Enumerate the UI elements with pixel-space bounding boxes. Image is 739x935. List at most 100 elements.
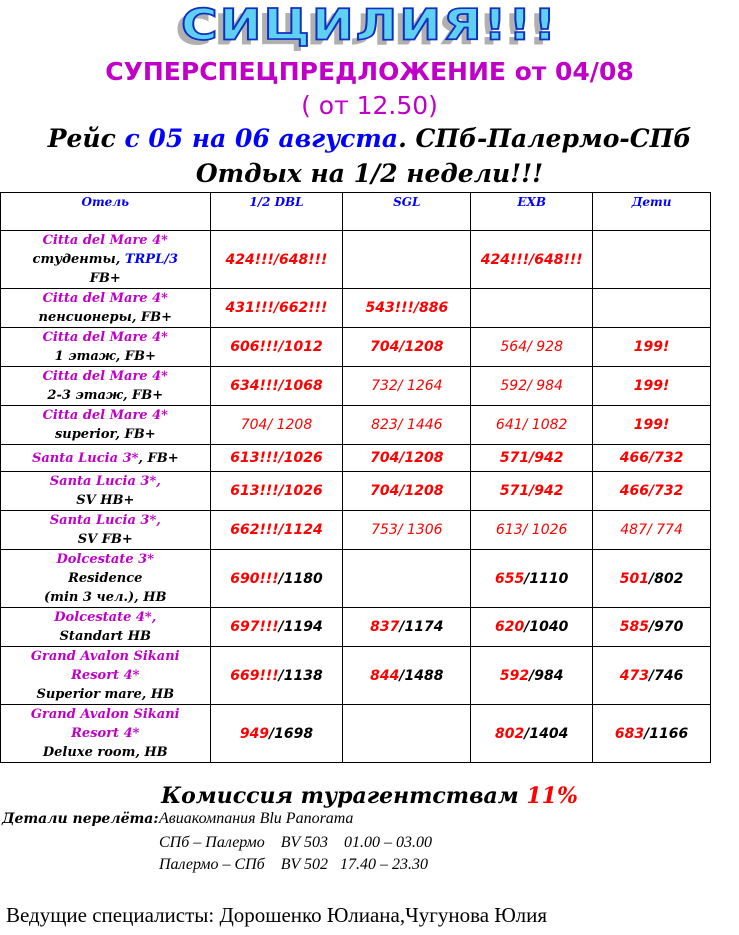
table-header-row: Отель 1/2 DBL SGL EXB Дети	[0, 192, 711, 231]
price-cell: 501/802	[592, 549, 711, 608]
price-cell: 634!!!/1068	[209, 366, 344, 406]
price-cell: 466/732	[592, 471, 711, 511]
hotel-text: Citta del Mare 4*	[42, 330, 168, 345]
hotel-line: Grand Avalon Sikani	[1, 705, 210, 724]
price-red: 823/ 1446	[371, 417, 443, 433]
hotel-line: 1 этаж, FB+	[1, 347, 210, 366]
hotel-line: SV HB+	[1, 491, 210, 510]
price-red: 704/1208	[370, 339, 444, 355]
price-cell	[592, 288, 711, 328]
price-red: 487/ 774	[620, 522, 683, 538]
price-cell: 424!!!/648!!!	[470, 230, 594, 289]
hotel-line: Citta del Mare 4*	[1, 367, 210, 386]
table-row: Citta del Mare 4* 1 этаж, FB+ 606!!!/1012 7…	[0, 327, 711, 367]
hotel-cell: Citta del Mare 4* студенты, TRPL/3 FB+	[0, 230, 211, 289]
price-red: 802	[495, 725, 525, 742]
hotel-text: Superior mare, HB	[36, 687, 175, 702]
hotel-cell: Santa Lucia 3*, FB+	[0, 444, 211, 472]
price-cell: 690!!!/1180	[209, 549, 344, 608]
hotel-line: Resort 4*	[1, 724, 210, 743]
price-red: 634!!!/1068	[230, 378, 323, 394]
flight-prefix: Рейс	[47, 124, 125, 153]
price-red: 697!!!	[230, 619, 279, 635]
hotel-cell: Citta del Mare 4* пенсионеры, FB+	[0, 288, 211, 328]
hotel-line: Santa Lucia 3*, FB+	[1, 449, 210, 468]
price-cell: 613!!!/1026	[209, 471, 344, 511]
flight-heading: Рейс с 05 на 06 августа. СПб-Палермо-СПб	[0, 124, 739, 153]
commission-value: 11%	[526, 783, 578, 809]
hotel-text: пенсионеры, FB+	[38, 310, 172, 325]
price-table: Отель 1/2 DBL SGL EXB Дети Citta del Mar…	[0, 192, 711, 763]
hotel-text: Residence	[68, 571, 143, 586]
hotel-text: (min 3 чел.), HB	[44, 590, 167, 605]
price-red: 732/ 1264	[371, 378, 443, 394]
price-black: /802	[649, 570, 684, 587]
price-cell: 613!!!/1026	[209, 444, 344, 472]
price-cell: 669!!!/1138	[209, 646, 344, 705]
hotel-line: пенсионеры, FB+	[1, 308, 210, 327]
price-cell: 592/984	[470, 646, 594, 705]
price-red: 592/ 984	[500, 378, 563, 394]
price-red: 613/ 1026	[495, 522, 568, 538]
hotel-line: superior, FB+	[1, 425, 210, 444]
agency-commission: Комиссия турагентствам 11%	[0, 783, 739, 809]
price-red: 585	[619, 619, 650, 635]
hotel-text: Deluxe room, HB	[42, 745, 168, 760]
price-red: 844	[370, 667, 400, 684]
hotel-cell: Santa Lucia 3*, SV HB+	[0, 471, 211, 511]
lead-specialists: Ведущие специалисты: Дорошенко Юлиана,Чу…	[6, 903, 547, 927]
price-black: /1180	[278, 570, 323, 587]
price-cell: 431!!!/662!!!	[209, 288, 344, 328]
price-red: 949	[239, 725, 270, 742]
price-black: /970	[649, 619, 684, 635]
price-cell	[342, 704, 472, 763]
column-header-sgl: SGL	[342, 192, 472, 231]
price-red: 606!!!/1012	[230, 339, 323, 355]
table-row: Dolcestate 3* Residence (min 3 чел.), HB 69…	[0, 549, 711, 608]
price-cell	[342, 549, 472, 608]
price-red: 431!!!/662!!!	[225, 300, 328, 316]
flight-dates: с 05 на 06 августа	[124, 124, 399, 153]
price-red: 613!!!/1026	[230, 450, 323, 466]
price-red: 571/942	[499, 450, 564, 466]
hotel-text: , FB+	[138, 450, 179, 466]
price-cell: 473/746	[592, 646, 711, 705]
column-header-exb: EXB	[470, 192, 594, 231]
hotel-line: Superior mare, HB	[1, 685, 210, 704]
price-cell: 732/ 1264	[342, 366, 472, 406]
price-cell	[592, 230, 711, 289]
price-black: /1404	[524, 725, 569, 742]
price-red: 669!!!	[230, 667, 279, 684]
column-header-hotel: Отель	[0, 192, 211, 231]
table-row: Grand Avalon Sikani Resort 4* Deluxe room,…	[0, 704, 711, 763]
hotel-line: FB+	[1, 269, 210, 288]
price-black: /1040	[524, 619, 569, 635]
price-red: 543!!!/886	[365, 300, 449, 316]
price-red: 564/ 928	[500, 339, 563, 355]
offer-heading: СУПЕРСПЕЦПРЕДЛОЖЕНИЕ от 04/08	[105, 57, 634, 86]
table-row: Santa Lucia 3*, FB+ 613!!!/1026 704/1208 57…	[0, 444, 711, 472]
hotel-text: Resort 4*	[71, 668, 140, 683]
hotel-line: Dolcestate 4*,	[1, 608, 210, 627]
price-red: 690!!!	[230, 570, 279, 587]
price-cell: 753/ 1306	[342, 510, 472, 550]
price-cell: 606!!!/1012	[209, 327, 344, 367]
hotel-line: Citta del Mare 4*	[1, 406, 210, 425]
price-red: 753/ 1306	[371, 522, 443, 538]
hotel-text: TRPL/3	[124, 252, 178, 267]
price-red: 592	[499, 667, 530, 684]
price-red: 613!!!/1026	[230, 483, 323, 499]
price-red: 466/732	[619, 450, 684, 466]
price-black: /984	[529, 667, 564, 684]
price-red: 704/1208	[370, 450, 444, 466]
outbound-flight: СПб – Палермо BV 503 01.00 – 03.00	[159, 834, 432, 851]
hotel-text: Santa Lucia 3*,	[49, 513, 161, 528]
offer-price-from: ( от 12.50)	[301, 91, 438, 120]
hotel-text: 2-3 этаж, FB+	[47, 388, 164, 403]
price-cell: 704/1208	[342, 471, 472, 511]
price-cell: 585/970	[592, 607, 711, 647]
hotel-line: 2-3 этаж, FB+	[1, 386, 210, 405]
price-cell: 704/1208	[342, 444, 472, 472]
price-cell: 844/1488	[342, 646, 472, 705]
price-black: /1194	[278, 619, 323, 635]
